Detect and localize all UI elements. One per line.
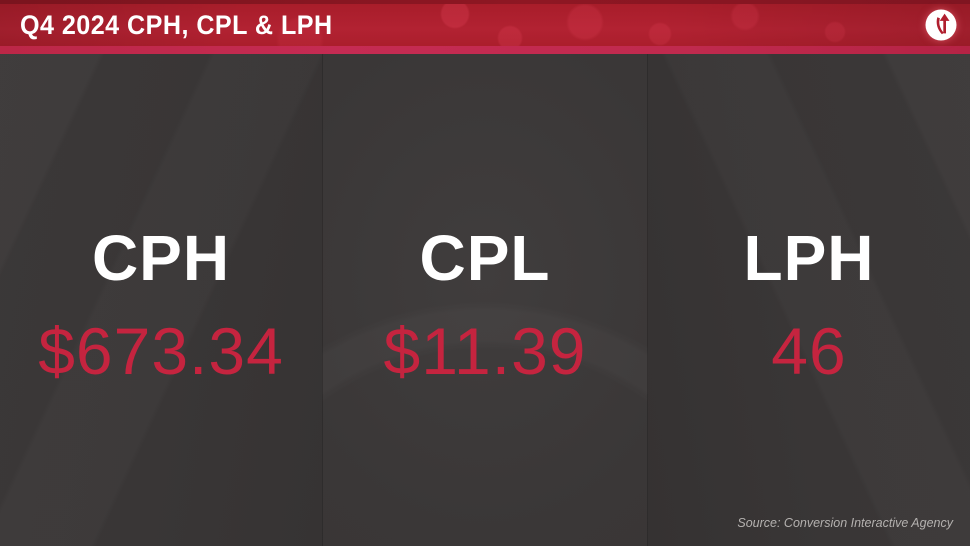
header-main: Q4 2024 CPH, CPL & LPH [0, 4, 970, 46]
metric-value-cph: $673.34 [38, 314, 284, 388]
conversion-agency-logo-icon [925, 9, 957, 41]
source-note: Source: Conversion Interactive Agency [737, 516, 953, 530]
header-bottom-stripe [0, 46, 970, 54]
metric-panel-cpl: CPL $11.39 [322, 54, 648, 546]
page-title: Q4 2024 CPH, CPL & LPH [20, 9, 333, 40]
header-bar: Q4 2024 CPH, CPL & LPH [0, 0, 970, 54]
metric-value-lph: 46 [771, 314, 847, 388]
metric-label-cph: CPH [91, 222, 231, 294]
header-top-stripe [0, 0, 970, 4]
metric-panel-lph: LPH 46 [648, 54, 970, 546]
metric-label-cpl: CPL [419, 222, 551, 294]
metric-label-lph: LPH [743, 222, 875, 294]
metric-value-cpl: $11.39 [383, 314, 587, 388]
metrics-area: CPH $673.34 CPL $11.39 LPH 46 [0, 54, 970, 546]
copyright-note: © 2025 Conversion Interactive Agency [768, 60, 955, 72]
metric-panel-cph: CPH $673.34 [0, 54, 322, 546]
